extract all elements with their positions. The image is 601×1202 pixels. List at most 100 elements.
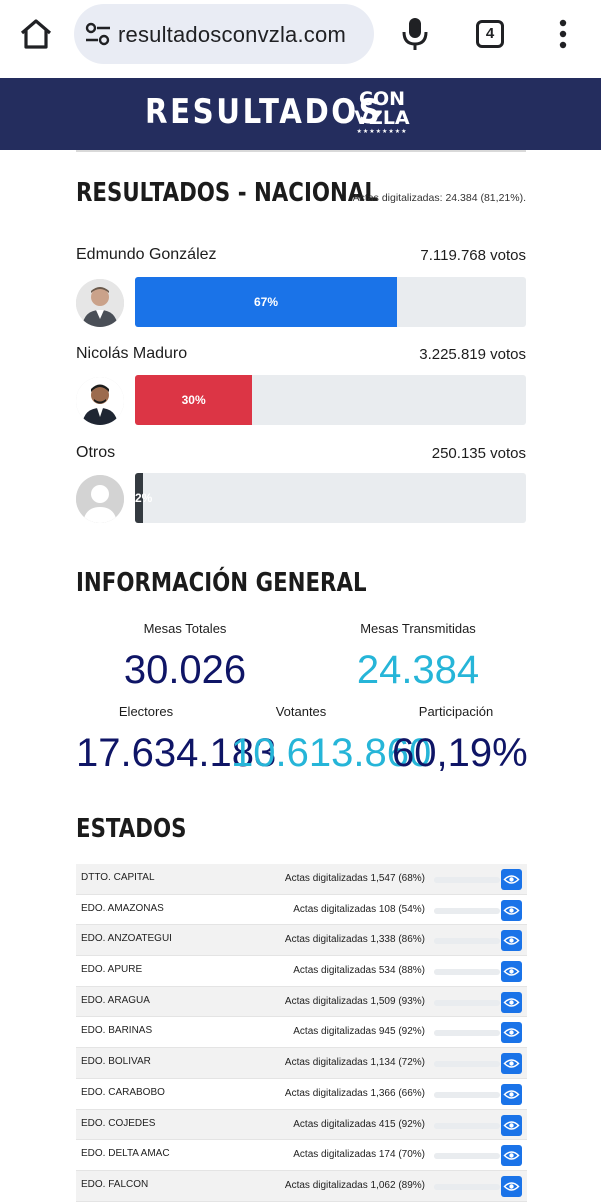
state-actas: Actas digitalizadas 945 (92%) — [293, 1026, 425, 1038]
state-name: EDO. BOLIVAR — [81, 1056, 151, 1068]
eye-icon — [503, 998, 520, 1007]
table-row: EDO. CARABOBO Actas digitalizadas 1,366 (… — [76, 1079, 527, 1110]
candidate-name: Nicolás Maduro — [76, 345, 188, 362]
state-actas: Actas digitalizadas 1,547 (68%) — [284, 873, 425, 884]
view-details-button[interactable] — [501, 1175, 522, 1197]
stat-label-mesas-transmitidas: Mesas Transmitidas — [360, 621, 476, 636]
section-title-estados: ESTADOS — [76, 814, 187, 844]
state-name: EDO. ARAGUA — [81, 994, 150, 1006]
table-row: EDO. APURE Actas digitalizadas 534 (88%) — [76, 956, 527, 987]
divider — [76, 150, 526, 152]
stat-label-electores: Electores — [118, 704, 174, 719]
view-details-button[interactable] — [501, 930, 522, 952]
state-progress-track — [434, 969, 500, 976]
stat-value-participacion: 60,19% — [392, 731, 528, 775]
table-row: EDO. ARAGUA Actas digitalizadas 1,509 (93… — [76, 986, 527, 1018]
view-details-button[interactable] — [501, 1053, 522, 1075]
state-name: EDO. COJEDES — [81, 1117, 156, 1129]
eye-icon — [503, 936, 520, 946]
table-row: EDO. BOLIVAR Actas digitalizadas 1,134 (7… — [76, 1048, 527, 1079]
view-details-button[interactable] — [501, 961, 522, 983]
table-row: DTTO. CAPITAL Actas digitalizadas 1,547 (… — [76, 864, 527, 895]
site-header: RESULTADOS CON VZLA ★★★★★★★★ — [0, 78, 601, 150]
candidate-votes: 250.135 votos — [431, 445, 526, 462]
stat-value-electores: 17.634.183 — [76, 731, 277, 775]
state-progress-bar — [434, 1122, 495, 1129]
state-name: EDO. AMAZONAS — [81, 902, 164, 914]
table-row: EDO. COJEDES Actas digitalizadas 415 (92%… — [76, 1109, 527, 1141]
state-name: EDO. CARABOBO — [81, 1086, 165, 1098]
brand-logo-text: RESULTADOS — [145, 92, 383, 132]
state-name: EDO. FALCON — [81, 1178, 149, 1190]
candidate-avatar — [76, 377, 124, 425]
state-progress-bar — [434, 1091, 478, 1098]
candidate-name: Edmundo González — [76, 246, 217, 263]
eye-icon — [503, 875, 520, 884]
browser-toolbar: resultadosconvzla.com 4 — [0, 0, 601, 78]
stat-value-mesas-transmitidas: 24.384 — [356, 648, 480, 692]
candidate-avatar — [76, 279, 124, 327]
candidate-progress-track: 30% — [135, 375, 526, 425]
home-icon[interactable] — [18, 16, 54, 52]
view-details-button[interactable] — [501, 991, 522, 1013]
state-progress-track — [434, 907, 500, 914]
state-progress-bar — [434, 999, 496, 1006]
eye-icon — [503, 1151, 520, 1160]
state-progress-bar — [434, 1061, 482, 1068]
eye-icon — [503, 1059, 520, 1068]
actas-summary: Actas digitalizadas: 24.384 (81,21%). — [352, 192, 526, 204]
state-actas: Actas digitalizadas 534 (88%) — [293, 965, 425, 977]
brand-badge-line1: CON — [359, 88, 405, 110]
state-progress-track — [434, 877, 500, 883]
state-actas: Actas digitalizadas 1,509 (93%) — [284, 995, 425, 1007]
state-actas: Actas digitalizadas 108 (54%) — [293, 903, 425, 915]
stat-label-mesas-totales: Mesas Totales — [143, 621, 227, 636]
site-settings-icon[interactable] — [84, 21, 112, 47]
state-progress-track — [434, 999, 500, 1006]
state-name: EDO. BARINAS — [81, 1025, 153, 1037]
more-menu-icon[interactable] — [556, 18, 570, 50]
view-details-button[interactable] — [501, 899, 522, 921]
view-details-button[interactable] — [501, 1022, 522, 1044]
avatar-placeholder-icon — [76, 475, 124, 523]
state-progress-track — [434, 938, 500, 945]
state-actas: Actas digitalizadas 174 (70%) — [293, 1149, 425, 1161]
state-actas: Actas digitalizadas 1,366 (66%) — [284, 1087, 425, 1099]
eye-icon — [503, 967, 520, 976]
state-progress-bar — [434, 1183, 493, 1190]
candidate-progress-bar: 2% — [135, 473, 152, 523]
state-progress-track — [434, 1183, 500, 1190]
candidate-progress-bar: 30% — [135, 375, 253, 425]
stat-value-mesas-totales: 30.026 — [123, 648, 247, 692]
brand-badge-line2: VZLA — [354, 107, 410, 129]
url-text[interactable]: resultadosconvzla.com — [118, 22, 346, 47]
view-details-button[interactable] — [501, 1145, 522, 1167]
brand-badge-stars: ★★★★★★★★ — [356, 128, 408, 135]
address-bar[interactable]: resultadosconvzla.com — [74, 4, 374, 64]
states-table: DTTO. CAPITAL Actas digitalizadas 1,547 (… — [76, 864, 527, 1202]
candidate-votes: 7.119.768 votos — [420, 247, 526, 264]
state-progress-bar — [434, 969, 493, 976]
tab-switcher-button[interactable]: 4 — [476, 20, 504, 48]
view-details-button[interactable] — [501, 1114, 522, 1136]
eye-icon — [503, 905, 520, 915]
state-actas: Actas digitalizadas 1,134 (72%) — [284, 1057, 425, 1069]
state-progress-track — [434, 1061, 500, 1068]
stat-label-votantes: Votantes — [275, 704, 327, 719]
state-actas: Actas digitalizadas 1,062 (89%) — [284, 1179, 425, 1191]
stat-value-votantes: 10.613.860 — [231, 731, 432, 775]
state-name: EDO. DELTA AMAC — [81, 1148, 170, 1160]
candidate-name: Otros — [76, 444, 116, 461]
view-details-button[interactable] — [501, 869, 522, 890]
state-name: EDO. APURE — [81, 964, 143, 976]
brand-logo-badge: CON VZLA ★★★★★★★★ — [350, 88, 414, 136]
state-name: EDO. ANZOATEGUI — [81, 933, 172, 945]
microphone-icon[interactable] — [400, 16, 430, 52]
view-details-button[interactable] — [501, 1083, 522, 1105]
candidate-progress-track: 67% — [135, 277, 526, 327]
eye-icon — [503, 1090, 520, 1099]
state-actas: Actas digitalizadas 415 (92%) — [293, 1118, 425, 1130]
state-progress-track — [434, 1091, 500, 1098]
state-progress-bar — [434, 938, 491, 945]
table-row: EDO. FALCON Actas digitalizadas 1,062 (89… — [76, 1170, 527, 1202]
